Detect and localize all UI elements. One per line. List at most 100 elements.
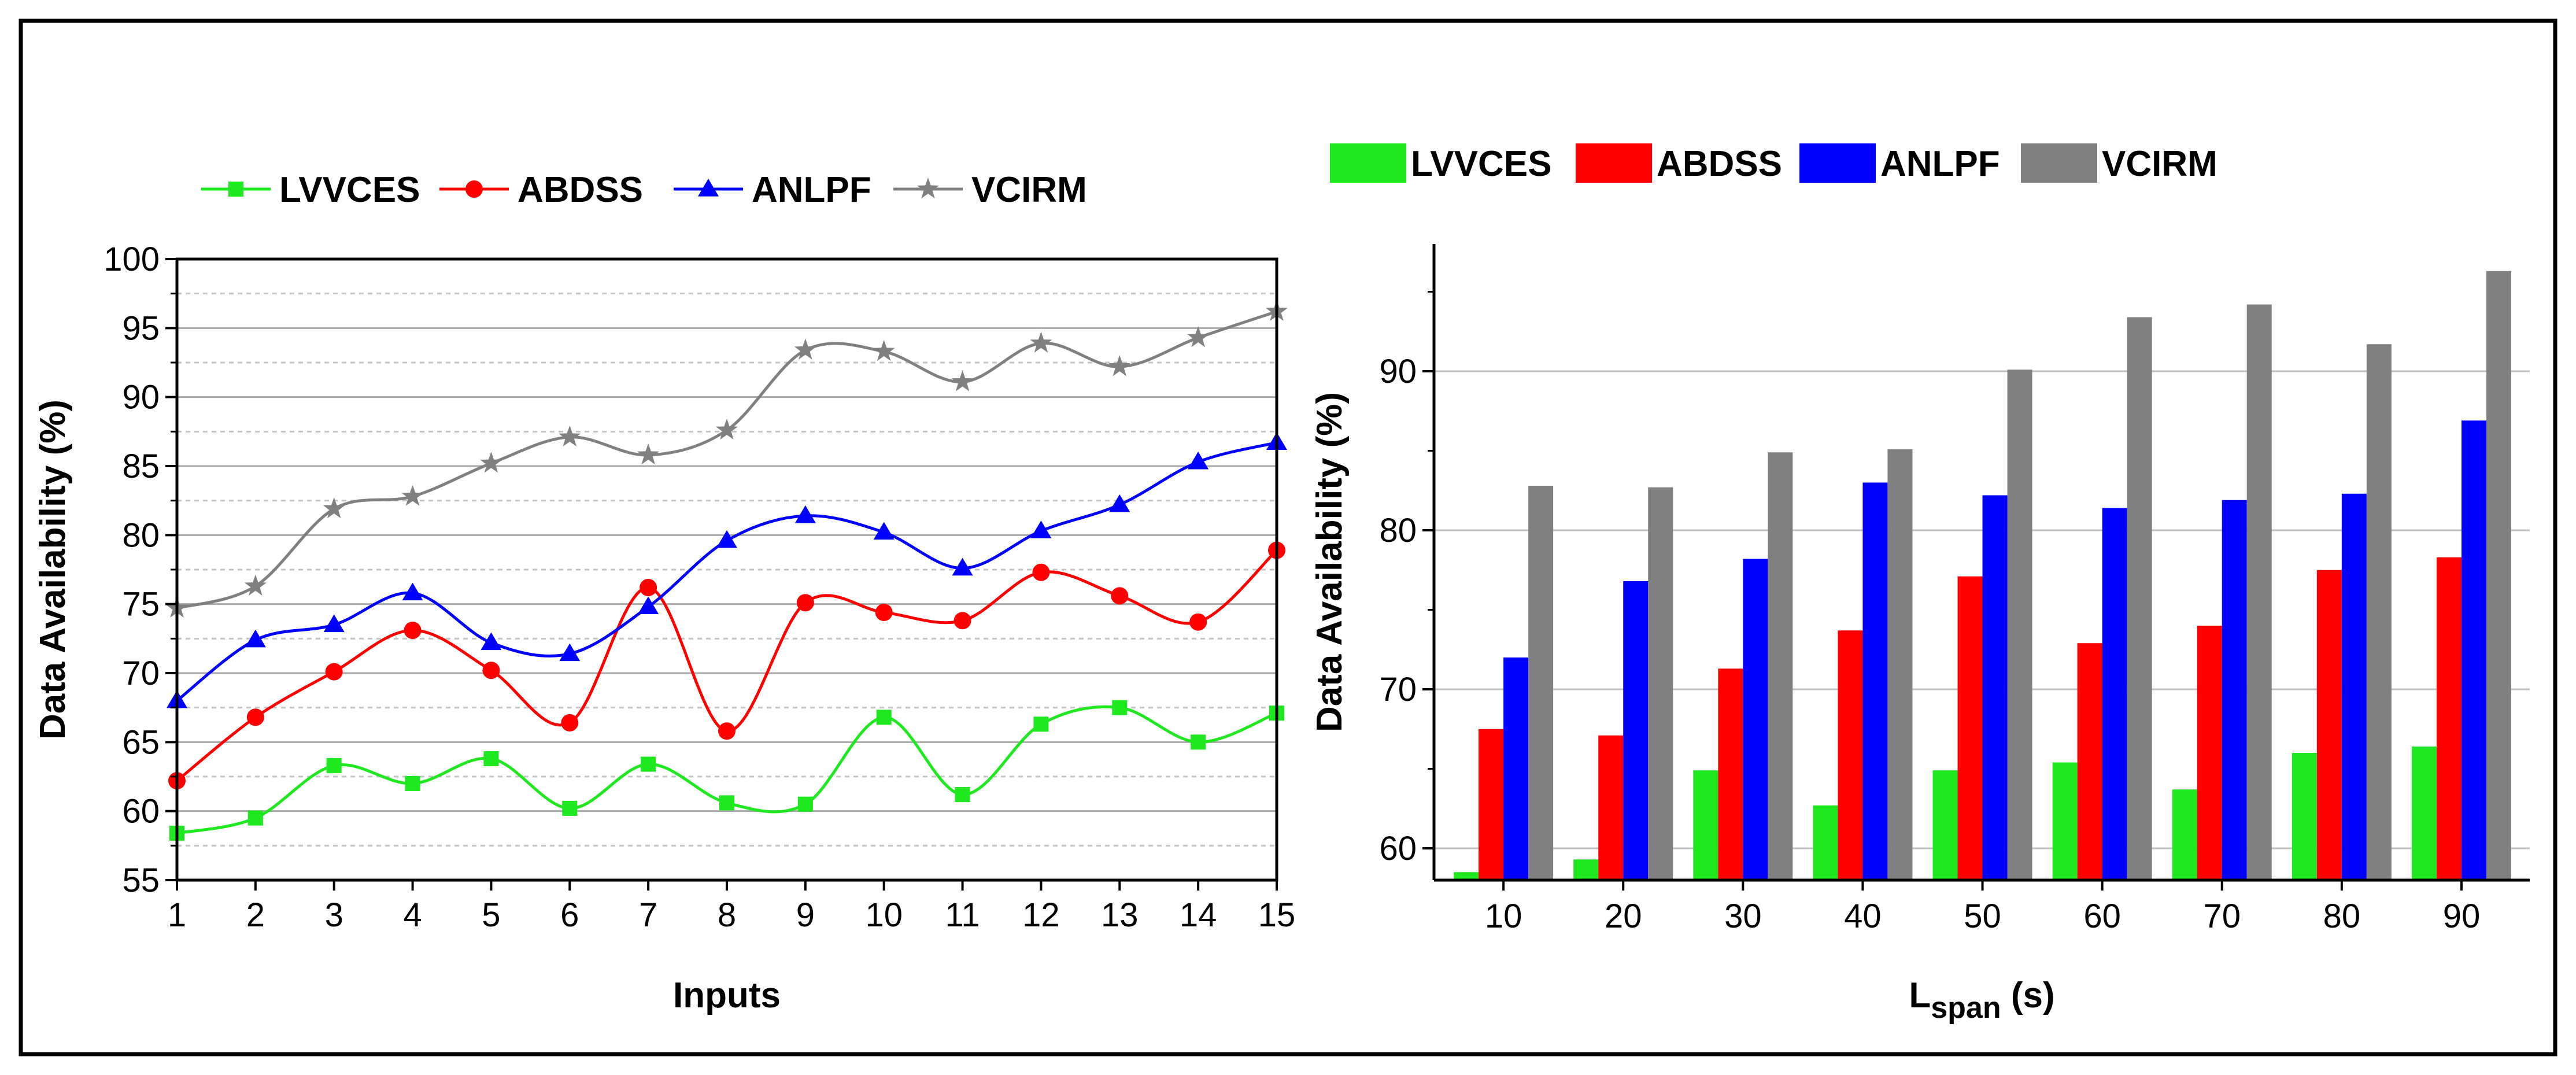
legend-label-abdss: ABDSS [1657,144,1782,184]
legend-label-abdss: ABDSS [518,170,643,210]
bar-anlpf-90 [2461,420,2486,880]
bar-vcirm-10 [1528,486,1554,880]
legend-marker-abdss [465,180,483,198]
line-chart-x-axis-label: Inputs [673,976,781,1015]
data-point-abdss [246,708,264,726]
data-point-lvvces [405,775,420,791]
data-point-lvvces [641,756,656,772]
data-point-lvvces [483,751,499,766]
bar-lvvces-10 [1454,872,1479,880]
data-point-lvvces [1033,716,1049,732]
x-tick-label: 8 [718,896,736,934]
data-point-abdss [1032,563,1050,581]
data-point-vcirm [323,497,345,519]
y-tick-label: 80 [122,516,160,554]
bar-abdss-90 [2436,557,2462,880]
legend-swatch-vcirm [2021,143,2097,183]
bar-abdss-20 [1598,735,1624,880]
data-point-abdss [561,714,579,732]
bar-vcirm-90 [2486,271,2511,880]
x-tick-label: 3 [325,896,343,934]
legend-swatch-anlpf [1799,143,1876,183]
data-point-vcirm [559,425,581,447]
x-tick-label: 50 [1964,897,2001,935]
x-tick-label: 30 [1724,897,1762,935]
data-point-anlpf [559,643,581,662]
bar-chart-x-axis-label-main: L [1909,976,1931,1015]
legend-marker-lvvces [228,182,243,197]
x-tick-label: 80 [2323,897,2361,935]
data-point-abdss [404,622,422,640]
bar-vcirm-80 [2366,344,2392,880]
y-tick-label: 95 [122,309,160,347]
data-point-abdss [875,603,893,621]
x-tick-label: 14 [1180,896,1217,934]
bar-vcirm-60 [2127,317,2152,880]
bar-chart-x-axis-label-unit: (s) [2001,976,2055,1015]
data-point-vcirm [637,443,660,465]
y-tick-label: 65 [122,723,160,761]
bar-chart-x-axis-label-sub: span [1931,991,2001,1025]
data-point-anlpf [402,582,423,601]
data-point-anlpf [794,505,816,523]
legend-label-vcirm: VCIRM [2102,144,2217,184]
bar-abdss-70 [2197,626,2222,880]
data-point-lvvces [876,710,892,725]
data-point-abdss [1189,613,1207,631]
bar-chart-y-axis-label: Data Availability (%) [1310,392,1350,732]
bar-anlpf-10 [1503,657,1529,880]
y-tick-label: 100 [104,241,160,278]
data-point-vcirm [951,370,974,391]
bar-chart-legend: LVVCES ABDSS ANLPF VCIRM [1330,143,2217,184]
legend-marker-vcirm [916,178,940,199]
x-tick-label: 9 [796,896,815,934]
y-tick-label: 70 [122,655,160,692]
data-point-lvvces [1191,734,1206,750]
bar-lvvces-80 [2292,753,2317,880]
bar-vcirm-40 [1887,449,1913,880]
y-tick-label: 55 [122,862,160,899]
legend-label-anlpf: ANLPF [752,170,871,210]
bar-anlpf-60 [2102,508,2127,880]
bar-lvvces-70 [2172,789,2197,880]
data-point-vcirm [1108,355,1131,376]
legend-marker-anlpf [698,179,719,197]
data-point-anlpf [873,522,895,540]
bar-abdss-80 [2316,570,2342,880]
data-point-lvvces [326,758,342,773]
data-point-anlpf [323,614,345,633]
x-tick-label: 5 [482,896,500,934]
data-point-lvvces [562,800,578,816]
bar-chart-axes: 10 20 30 40 50 60 70 80 90 60 70 80 90 [1379,244,2530,935]
data-point-vcirm [794,338,816,360]
data-point-anlpf [1109,494,1130,512]
bar-chart-bars [1454,271,2511,880]
bar-abdss-40 [1838,630,1863,880]
data-point-abdss [640,579,657,597]
data-point-vcirm [401,485,424,506]
bar-anlpf-40 [1862,482,1888,880]
line-chart-y-axis-label: Data Availability (%) [33,400,73,740]
bar-chart-x-axis-label: Lspan (s) [1909,976,2054,1025]
bar-abdss-60 [2077,643,2102,880]
series-line-lvvces [176,705,1277,835]
data-point-abdss [325,663,343,681]
data-point-anlpf [952,557,973,576]
bar-vcirm-30 [1768,452,1793,880]
data-point-abdss [718,722,736,740]
y-tick-label: 80 [1379,512,1417,549]
data-point-lvvces [247,810,263,826]
data-point-abdss [482,662,500,679]
x-tick-label: 90 [2443,897,2481,935]
x-tick-label: 10 [1485,897,1522,935]
bar-abdss-10 [1479,729,1504,880]
legend-label-lvvces: LVVCES [279,170,420,210]
x-tick-label: 13 [1101,896,1139,934]
bar-lvvces-30 [1693,770,1718,880]
data-point-vcirm [1030,331,1052,353]
legend-label-lvvces: LVVCES [1411,144,1551,184]
data-point-anlpf [245,629,266,648]
x-tick-label: 1 [168,896,186,934]
data-point-anlpf [1030,520,1052,538]
